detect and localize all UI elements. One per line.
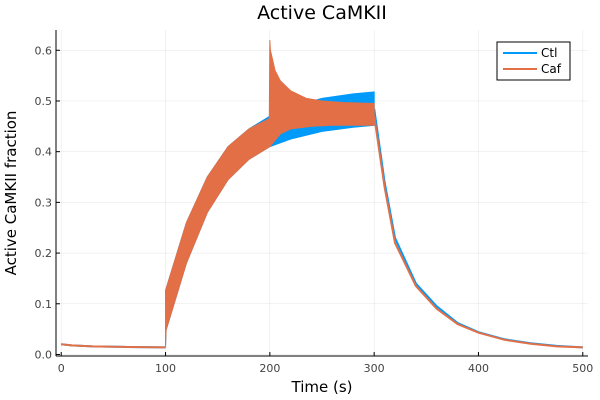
- x-tick-label: 500: [572, 362, 593, 375]
- y-tick-label: 0.2: [35, 247, 53, 260]
- series-layer: [61, 40, 583, 349]
- legend: Ctl Caf: [496, 41, 571, 81]
- y-tick-label: 0.6: [35, 44, 53, 57]
- x-tick-label: 200: [259, 362, 280, 375]
- y-tick-label: 0.0: [35, 348, 53, 361]
- chart-title: Active CaMKII: [257, 2, 387, 24]
- y-tick-label: 0.1: [35, 298, 53, 311]
- series-caf-decay-line: [373, 116, 583, 349]
- series-caf-oscillation-band: [165, 40, 375, 348]
- series-caf: [61, 40, 583, 349]
- y-tick-label: 0.4: [35, 146, 53, 159]
- x-axis-label: Time (s): [291, 378, 353, 396]
- y-tick-label: 0.3: [35, 196, 53, 209]
- legend-box: [496, 41, 571, 81]
- legend-label-ctl: Ctl: [541, 46, 557, 60]
- ticks: 0 100 200 300 400 500 0.0 0.1 0.2 0.3 0.4 0.5 0.6: [35, 44, 594, 375]
- x-tick-label: 0: [58, 362, 65, 375]
- x-tick-label: 400: [468, 362, 489, 375]
- series-caf-baseline-line: [61, 343, 166, 349]
- x-tick-label: 100: [155, 362, 176, 375]
- x-tick-label: 300: [364, 362, 385, 375]
- y-tick-label: 0.5: [35, 95, 53, 108]
- legend-label-caf: Caf: [541, 62, 562, 76]
- y-axis-label: Active CaMKII fraction: [2, 111, 20, 276]
